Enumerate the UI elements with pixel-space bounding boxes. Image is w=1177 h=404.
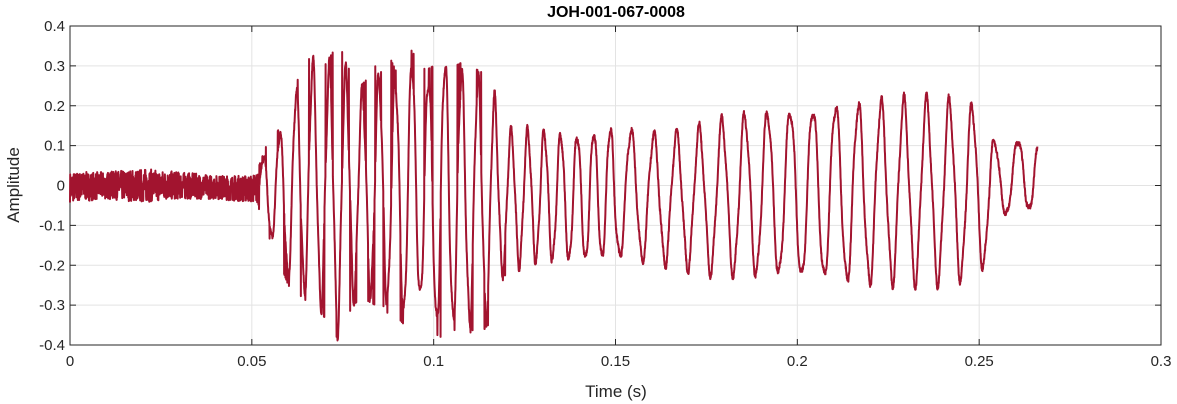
y-ticks: -0.4 -0.3 -0.2 -0.1 0 0.1 0.2 0.3 0.4 xyxy=(39,18,1161,354)
x-tick-label: 0 xyxy=(66,353,74,370)
y-tick-label: -0.2 xyxy=(39,257,65,274)
x-tick-label: 0.15 xyxy=(601,353,630,370)
x-tick-label: 0.25 xyxy=(965,353,994,370)
x-tick-label: 0.2 xyxy=(787,353,808,370)
chart-title: JOH-001-067-0008 xyxy=(547,4,685,21)
x-axis-label: Time (s) xyxy=(585,382,647,401)
waveform-series xyxy=(69,49,1039,342)
y-tick-label: -0.1 xyxy=(39,217,65,234)
y-tick-label: 0 xyxy=(57,178,65,195)
y-tick-label: 0.3 xyxy=(44,58,65,75)
x-tick-label: 0.1 xyxy=(423,353,444,370)
y-tick-label: 0.2 xyxy=(44,98,65,115)
waveform-line xyxy=(69,49,1039,342)
x-tick-label: 0.05 xyxy=(237,353,266,370)
x-ticks: 0 0.05 0.1 0.15 0.2 0.25 0.3 xyxy=(66,26,1172,370)
y-tick-label: -0.3 xyxy=(39,297,65,314)
y-axis-label: Amplitude xyxy=(4,147,23,223)
x-tick-label: 0.3 xyxy=(1151,353,1172,370)
y-tick-label: 0.1 xyxy=(44,138,65,155)
y-tick-label: -0.4 xyxy=(39,337,65,354)
y-tick-label: 0.4 xyxy=(44,18,65,35)
